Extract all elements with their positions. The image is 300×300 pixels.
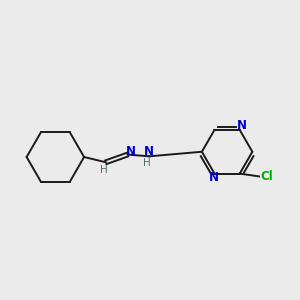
Text: Cl: Cl (260, 170, 273, 183)
Text: N: N (236, 119, 247, 132)
Text: H: H (142, 158, 150, 168)
Text: N: N (209, 171, 219, 184)
Text: N: N (126, 145, 136, 158)
Text: H: H (100, 165, 108, 175)
Text: N: N (144, 145, 154, 158)
